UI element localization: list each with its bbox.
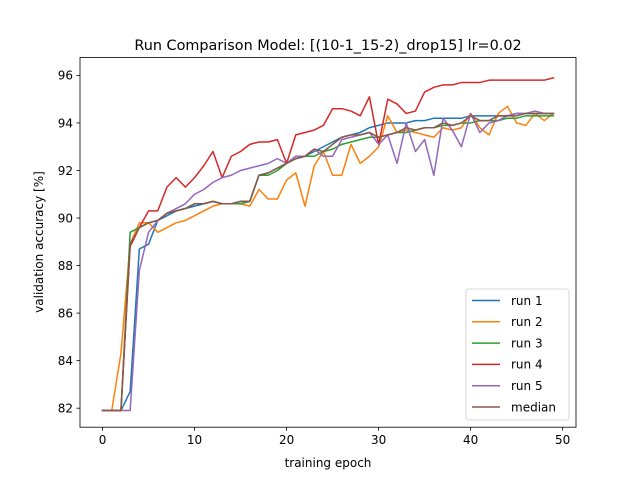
y-tick-label: 88	[58, 259, 73, 273]
y-tick-label: 92	[58, 164, 73, 178]
y-axis-label: validation accuracy [%]	[32, 171, 46, 313]
legend-label-2: run 3	[511, 336, 543, 350]
series-line-4	[101, 110, 555, 412]
x-axis-ticks: 0 10 20 30 40 50	[99, 427, 570, 447]
y-tick-label: 86	[58, 306, 73, 320]
x-tick-label: 30	[371, 433, 386, 447]
y-tick-label: 96	[58, 69, 73, 83]
plot-frame	[79, 57, 577, 428]
x-tick-label: 0	[99, 433, 107, 447]
legend-label-5: median	[511, 400, 556, 414]
y-tick-label: 84	[58, 354, 73, 368]
series-line-5	[101, 112, 555, 412]
legend-label-0: run 1	[511, 294, 543, 308]
legend: run 1 run 2 run 3 run 4 run 5 median	[465, 288, 570, 421]
y-tick-label: 90	[58, 211, 73, 225]
x-tick-label: 20	[279, 433, 294, 447]
legend-label-1: run 2	[511, 315, 543, 329]
legend-label-4: run 5	[511, 379, 543, 393]
x-tick-label: 10	[187, 433, 202, 447]
chart-title: Run Comparison Model: [(10-1_15-2)_drop1…	[134, 38, 521, 54]
x-tick-label: 50	[555, 433, 570, 447]
y-tick-label: 82	[58, 401, 73, 415]
series-line-3	[101, 76, 555, 412]
y-axis-ticks: 82 84 86 88 90 92 94 96	[58, 69, 80, 415]
y-tick-label: 94	[58, 116, 73, 130]
legend-label-3: run 4	[511, 358, 543, 372]
x-tick-label: 40	[463, 433, 478, 447]
x-axis-label: training epoch	[285, 456, 372, 470]
plot-lines	[101, 76, 555, 412]
series-line-1	[101, 105, 555, 412]
